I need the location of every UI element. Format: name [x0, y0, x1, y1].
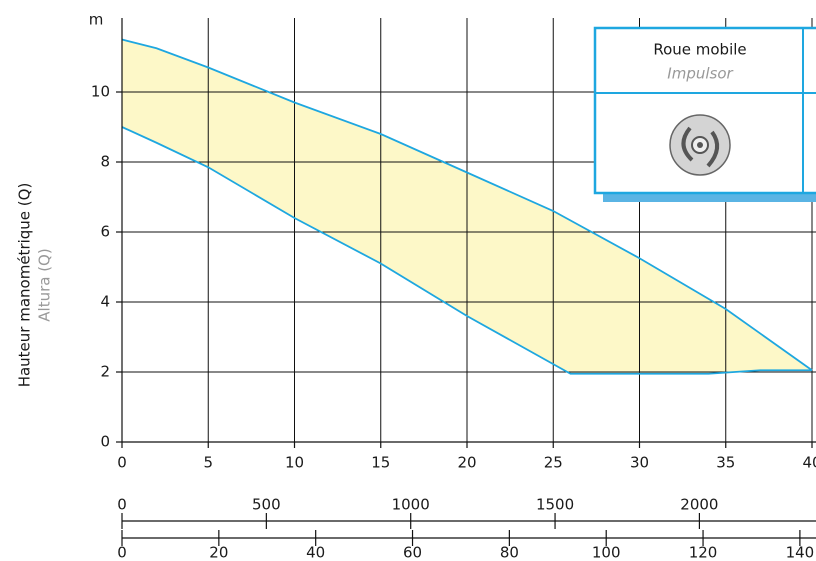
x-tick-label: 20 [457, 454, 476, 472]
y-unit: m [89, 11, 104, 29]
x-tick-label-extra: 500 [252, 496, 281, 514]
y-tick-label: 8 [100, 153, 110, 171]
x-tick-label-extra: 80 [500, 544, 519, 561]
x-tick-label-extra: 60 [403, 544, 422, 561]
inset-title: Roue mobile [653, 41, 746, 59]
x-tick-label-extra: 40 [306, 544, 325, 561]
impeller-icon [669, 114, 731, 176]
x-tick-label-extra: 100 [592, 544, 621, 561]
curve [121, 126, 812, 375]
x-tick-label-extra: 140 [786, 544, 815, 561]
y-axis-label-secondary: Altura (Q) [36, 248, 54, 321]
y-axis-label: Hauteur manométrique (Q) [16, 183, 34, 388]
y-tick-label: 10 [91, 83, 110, 101]
y-tick-label: 6 [100, 223, 110, 241]
x-tick-label-extra: 1000 [392, 496, 430, 514]
y-tick-label: 0 [100, 433, 110, 451]
x-tick-label-extra: 0 [117, 496, 127, 514]
x-tick-label: 25 [544, 454, 563, 472]
inset-subtitle: Impulsor [667, 65, 733, 83]
x-tick-label-extra: 2000 [680, 496, 718, 514]
x-tick-label-extra: 1500 [536, 496, 574, 514]
x-tick-label-extra: 120 [689, 544, 718, 561]
x-tick-label-extra: 20 [209, 544, 228, 561]
x-tick-label: 0 [117, 454, 127, 472]
x-tick-label: 5 [203, 454, 213, 472]
x-tick-label: 30 [630, 454, 649, 472]
x-tick-label-extra: 0 [117, 544, 127, 561]
y-tick-label: 4 [100, 293, 110, 311]
curve [121, 38, 813, 371]
x-tick-label: 15 [371, 454, 390, 472]
x-tick-label: 40 [802, 454, 816, 472]
x-tick-label: 10 [285, 454, 304, 472]
y-tick-label: 2 [100, 363, 110, 381]
x-tick-label: 35 [716, 454, 735, 472]
inset: Roue mobile Impulsor [593, 26, 816, 202]
